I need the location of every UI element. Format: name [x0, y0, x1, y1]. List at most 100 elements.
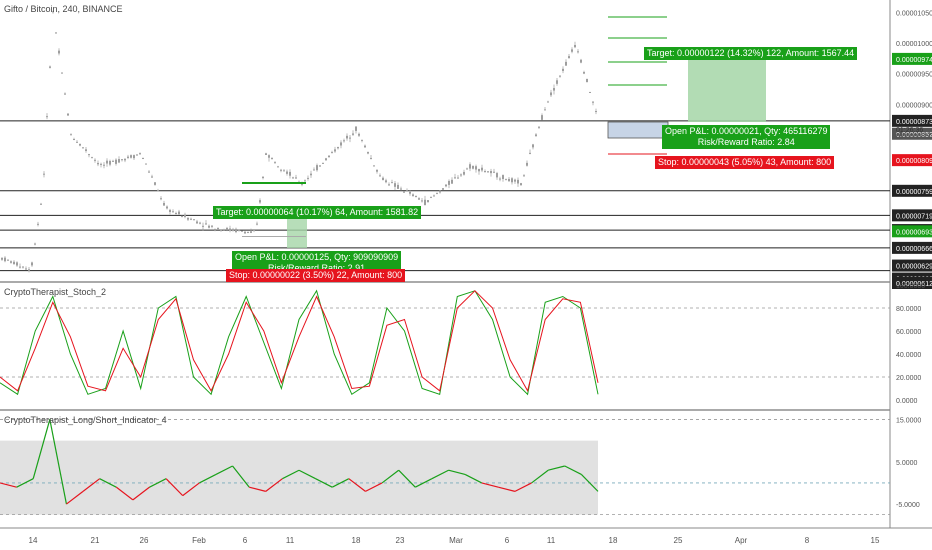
candle-body — [448, 180, 450, 185]
time-axis-label: Mar — [449, 536, 463, 545]
candle-body — [103, 164, 105, 166]
candle-body — [304, 180, 306, 182]
candle-body — [478, 169, 480, 172]
candle-body — [310, 173, 312, 176]
candle-body — [379, 175, 381, 177]
candle-body — [577, 51, 579, 53]
time-axis-label: 18 — [609, 536, 618, 545]
candle-body — [4, 257, 6, 262]
price-label-bg — [892, 259, 932, 272]
candle-body — [499, 178, 501, 180]
position1-stop-label: Stop: 0.00000022 (3.50%) 22, Amount: 800 — [226, 269, 406, 282]
stoch-axis-label: 20.0000 — [896, 375, 921, 382]
price-axis-label: 0.00000852 — [896, 132, 932, 139]
position1-entry-line — [242, 236, 306, 237]
candle-body — [232, 229, 234, 231]
candle-body — [106, 160, 108, 164]
time-readout: 01:26:36 — [896, 127, 923, 134]
candle-body — [580, 59, 582, 63]
candle-body — [586, 78, 588, 83]
stoch-axis-label: 80.0000 — [896, 306, 921, 313]
candle-body — [481, 167, 483, 171]
candle-body — [157, 190, 159, 192]
longshort-line-segment — [232, 465, 250, 488]
candle-body — [109, 160, 111, 165]
candle-body — [259, 200, 261, 203]
candle-body — [61, 72, 63, 74]
position1-target-label: Target: 0.00000064 (10.17%) 64, Amount: … — [213, 206, 422, 219]
longshort-line-segment — [282, 469, 300, 480]
price-axis-label: 0.00000666 — [896, 246, 932, 253]
longshort-line-segment — [580, 474, 599, 492]
longshort-line-segment — [315, 478, 333, 488]
longshort-panel-title: CryptoTherapist_Long/Short_Indicator_4 — [4, 415, 167, 425]
price-axis-label: 0.00000693 — [896, 229, 932, 236]
candle-body — [433, 195, 435, 197]
candle-body — [373, 165, 375, 167]
candle-body — [508, 178, 510, 182]
candle-body — [130, 155, 132, 158]
candle-body — [571, 49, 573, 52]
longshort-line-segment — [431, 469, 449, 480]
time-axis-label: Feb — [192, 536, 206, 545]
price-axis-label: 0.00001000 — [896, 41, 932, 48]
longshort-line-segment — [381, 469, 400, 484]
longshort-line-segment — [448, 469, 466, 476]
price-label-bg — [892, 114, 932, 127]
candle-body — [7, 259, 9, 261]
candle-body — [244, 231, 246, 234]
candle-body — [559, 75, 561, 77]
candle-body — [562, 68, 564, 71]
candle-body — [592, 101, 594, 103]
price-axis-label: 0.00000719 — [896, 213, 932, 220]
price-label-bg — [892, 241, 932, 254]
candle-body — [250, 231, 252, 233]
candle-body — [517, 179, 519, 184]
longshort-line-segment — [16, 478, 34, 488]
position2-entry-zone — [607, 121, 669, 139]
candle-body — [418, 198, 420, 200]
candle-body — [202, 225, 204, 227]
candle-body — [295, 177, 297, 179]
longshort-axis-label: 15.0000 — [896, 417, 921, 424]
longshort-line-segment — [82, 478, 101, 492]
candle-body — [526, 162, 528, 166]
candle-body — [595, 111, 597, 113]
candle-body — [313, 169, 315, 171]
longshort-line-segment — [564, 465, 582, 475]
longshort-line-segment — [215, 465, 233, 475]
candle-body — [529, 152, 531, 154]
candle-body — [400, 188, 402, 190]
candle-body — [325, 158, 327, 161]
candle-body — [208, 225, 210, 228]
candle-body — [154, 182, 156, 185]
candle-body — [64, 93, 66, 95]
longshort-line-segment — [348, 478, 366, 492]
candle-body — [193, 219, 195, 221]
candle-body — [271, 157, 273, 159]
candle-body — [553, 88, 555, 91]
candle-body — [358, 133, 360, 136]
price-axis-label: 0.00000950 — [896, 72, 932, 79]
candle-body — [406, 190, 408, 192]
time-axis-label: 6 — [243, 536, 248, 545]
longshort-line-segment — [298, 469, 316, 480]
candle-body — [124, 158, 126, 161]
candle-body — [46, 116, 48, 118]
candle-body — [538, 126, 540, 128]
candle-body — [535, 134, 537, 136]
candle-body — [274, 162, 276, 164]
candle-body — [283, 170, 285, 172]
candle-body — [256, 223, 258, 225]
price-axis-label: 0.00000850 — [896, 133, 932, 140]
time-axis-label: 23 — [396, 536, 405, 545]
candle-body — [355, 126, 357, 131]
time-axis-label: 6 — [505, 536, 510, 545]
candle-body — [421, 200, 423, 202]
candle-body — [523, 175, 525, 177]
candle-body — [238, 229, 240, 231]
longshort-line-segment — [265, 478, 283, 492]
longshort-line-segment — [398, 469, 416, 488]
candle-body — [268, 155, 270, 158]
